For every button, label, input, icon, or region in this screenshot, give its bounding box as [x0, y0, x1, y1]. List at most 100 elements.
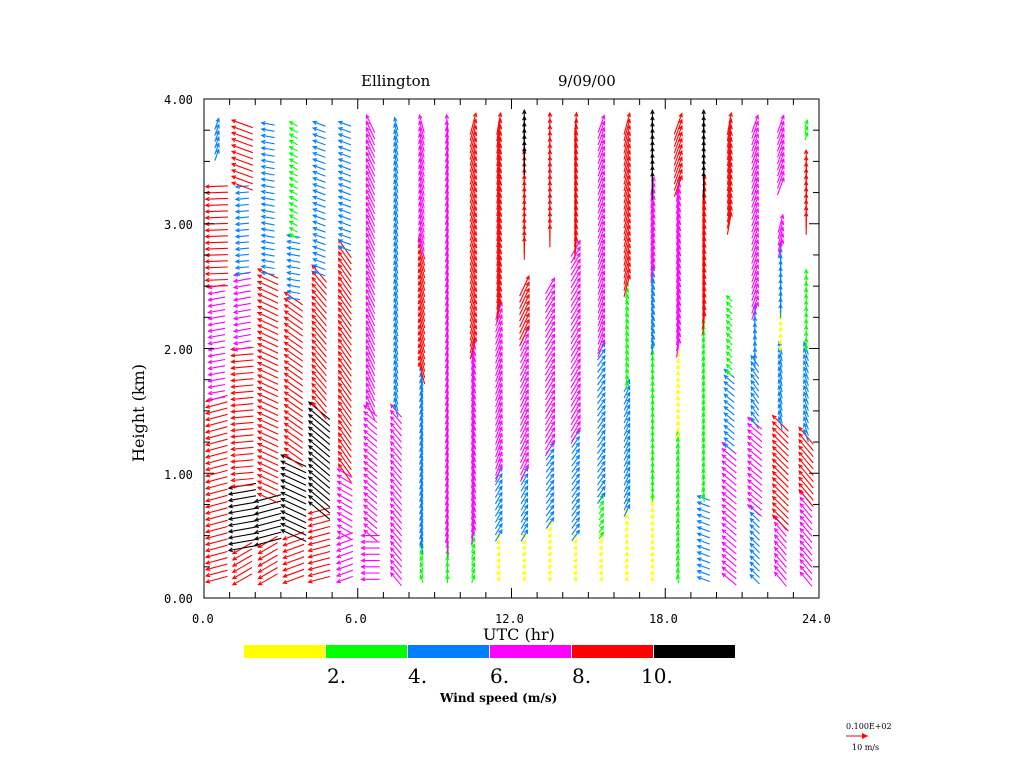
wind-vector-shaft: [338, 326, 352, 346]
wind-vector-head: [601, 360, 606, 366]
wind-vector-shaft: [494, 529, 503, 542]
wind-vector-head: [307, 488, 313, 494]
wind-vector: [256, 449, 279, 460]
wind-vector: [570, 320, 581, 338]
wind-vector: [495, 457, 503, 476]
wind-vector-shaft: [420, 448, 424, 461]
wind-vector-head: [524, 332, 529, 338]
wind-vector: [337, 407, 352, 427]
wind-vector-shaft: [544, 309, 555, 326]
wind-vector-head: [260, 258, 266, 263]
wind-vector: [624, 513, 629, 519]
wind-vector-shaft: [393, 348, 399, 362]
wind-vector-shaft: [390, 553, 403, 568]
wind-vector-shaft: [336, 550, 354, 558]
wind-vector: [256, 393, 279, 404]
wind-vector-head: [365, 207, 370, 213]
wind-vector: [471, 543, 476, 552]
wind-vector-head: [363, 523, 369, 528]
wind-vector: [311, 145, 326, 152]
wind-vector-head: [523, 497, 529, 503]
wind-vector-head: [576, 352, 581, 358]
wind-vector-shaft: [496, 250, 502, 273]
wind-vector: [495, 438, 503, 458]
wind-vector: [623, 112, 631, 135]
wind-vector-shaft: [469, 250, 477, 272]
wind-vector: [721, 447, 737, 461]
wind-vector-shaft: [338, 251, 352, 271]
wind-vector-shaft: [393, 142, 399, 156]
wind-vector-shaft: [261, 153, 275, 157]
wind-vector-shaft: [418, 133, 425, 152]
wind-vector-head: [234, 234, 240, 239]
wind-vector: [337, 158, 352, 165]
wind-vector-shaft: [747, 454, 763, 468]
wind-vector-shaft: [597, 386, 606, 398]
wind-vector-shaft: [308, 575, 331, 583]
wind-vector-head: [283, 428, 289, 434]
wind-vector-shaft: [418, 256, 426, 279]
wind-vector: [544, 370, 556, 388]
wind-vector-head: [390, 422, 395, 428]
wind-vector: [260, 233, 275, 238]
wind-vector: [214, 142, 220, 155]
wind-vector: [747, 466, 763, 480]
wind-vector-head: [601, 288, 606, 295]
wind-vector-shaft: [496, 119, 502, 142]
wind-vector: [365, 138, 376, 158]
wind-vector-shaft: [281, 529, 307, 542]
wind-vector: [214, 117, 220, 130]
wind-vector-head: [336, 505, 342, 511]
wind-vector-shaft: [311, 283, 327, 302]
wind-vector: [390, 540, 403, 555]
wind-vector-shaft: [308, 557, 331, 564]
wind-vector-shaft: [469, 163, 477, 185]
wind-vector-head: [204, 271, 210, 277]
wind-vector: [597, 460, 606, 473]
wind-vector-shaft: [495, 327, 503, 345]
wind-vector-shaft: [544, 365, 555, 382]
wind-vector-head: [283, 328, 289, 334]
wind-vector-head: [256, 399, 263, 404]
wind-vector: [280, 473, 307, 486]
wind-vector-head: [311, 382, 317, 388]
wind-vector: [288, 164, 298, 171]
wind-vector: [312, 170, 326, 177]
wind-vector-shaft: [338, 351, 352, 371]
wind-vector-shaft: [281, 491, 307, 505]
wind-vector-head: [498, 320, 503, 326]
wind-vector-shaft: [469, 318, 477, 341]
wind-vector: [283, 310, 304, 325]
wind-vector: [230, 471, 254, 477]
wind-vector-shaft: [571, 492, 580, 504]
wind-vector: [598, 564, 604, 570]
wind-vector-head: [365, 232, 370, 238]
wind-vector: [747, 472, 763, 486]
wind-vector-head: [549, 491, 555, 497]
wind-vector-head: [365, 294, 370, 300]
wind-vector-shaft: [231, 390, 254, 394]
wind-vector: [204, 569, 228, 578]
wind-vector-shaft: [495, 346, 503, 364]
wind-vector: [544, 420, 556, 438]
wind-vector: [725, 301, 733, 308]
wind-vector: [675, 420, 681, 426]
wind-vector-shaft: [471, 550, 475, 559]
wind-vector: [307, 519, 331, 528]
wind-vector-shaft: [289, 164, 298, 171]
wind-vector: [545, 510, 555, 523]
wind-vector-head: [365, 163, 370, 169]
wind-vector-head: [576, 326, 581, 333]
wind-vector-shaft: [446, 114, 449, 134]
wind-vector-shaft: [597, 302, 605, 320]
wind-vector-shaft: [418, 214, 425, 233]
wind-vector-shaft: [234, 284, 251, 289]
wind-vector-head: [337, 127, 343, 132]
wind-vector-shaft: [313, 158, 326, 165]
wind-vector-head: [471, 574, 476, 580]
wind-vector-shaft: [496, 156, 502, 179]
wind-vector-head: [234, 221, 240, 227]
wind-vector-head: [363, 454, 369, 460]
wind-vector: [283, 391, 304, 406]
wind-vector-head: [283, 447, 289, 452]
